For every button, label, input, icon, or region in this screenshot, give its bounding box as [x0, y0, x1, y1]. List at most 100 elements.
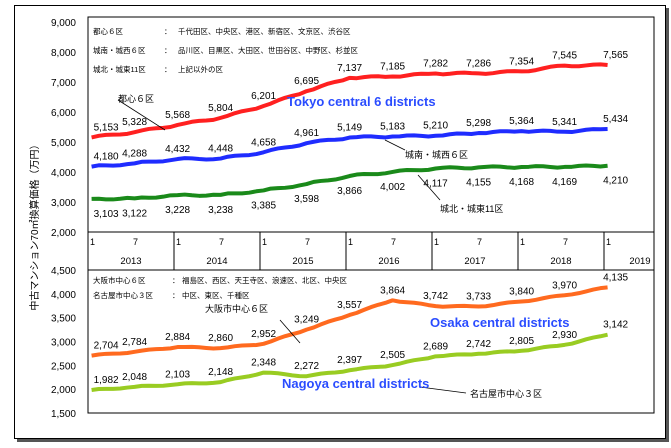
y-tick-label: 3,000: [51, 338, 76, 349]
annotation-osaka: Osaka central districts: [430, 315, 569, 330]
data-label: 2,805: [509, 336, 534, 347]
series-line-1: [91, 332, 609, 393]
data-label: 5,328: [122, 117, 147, 128]
data-label: 4,135: [603, 272, 628, 283]
y-tick-label: 2,000: [51, 385, 76, 396]
legend-note-sep: ：: [164, 65, 172, 74]
data-label: 2,505: [380, 350, 405, 361]
series-line-2: [91, 163, 608, 202]
x-month-label: 1: [176, 237, 181, 247]
annotation-tokyo: Tokyo central 6 districts: [287, 94, 436, 109]
data-label: 4,961: [294, 128, 319, 139]
series-line-1: [91, 126, 608, 169]
legend-note-name: 大阪市中心６区: [93, 275, 146, 285]
y-tick-label: 6,000: [51, 108, 76, 119]
x-year-label: 2015: [292, 256, 313, 267]
data-label: 5,149: [337, 123, 362, 134]
data-label: 5,434: [603, 114, 628, 125]
data-label: 4,658: [251, 137, 276, 148]
data-label: 4,448: [208, 144, 233, 155]
data-label: 4,169: [552, 177, 577, 188]
data-label: 4,155: [466, 177, 491, 188]
y-tick-label: 4,000: [51, 168, 76, 179]
data-label: 4,117: [423, 178, 448, 189]
data-label: 5,568: [165, 110, 190, 121]
series-name-label: 名古屋市中心３区: [470, 388, 542, 399]
data-label: 3,249: [294, 315, 319, 326]
legend-note-wards: 上記以外の区: [178, 64, 223, 74]
x-month-label: 1: [262, 237, 267, 247]
legend-note-sep: ：: [172, 291, 180, 300]
data-label: 7,282: [423, 59, 448, 70]
y-tick-label: 3,000: [51, 198, 76, 209]
legend-note-wards: 中区、東区、千種区: [182, 290, 250, 300]
data-label: 7,185: [380, 61, 405, 72]
series-name-label: 城北・城東11区: [440, 203, 503, 214]
data-label: 7,286: [466, 58, 491, 69]
data-label: 5,804: [208, 103, 233, 114]
y-tick-label: 7,000: [51, 78, 76, 89]
data-label: 3,866: [337, 186, 362, 197]
data-label: 2,103: [165, 369, 190, 380]
data-label: 2,952: [251, 329, 276, 340]
legend-note-name: 都心６区: [93, 27, 123, 36]
x-month-label: 7: [133, 237, 138, 247]
data-label: 3,970: [552, 280, 577, 291]
data-label: 3,733: [466, 292, 491, 303]
data-label: 2,689: [423, 341, 448, 352]
data-label: 1,982: [94, 375, 119, 386]
series-line-0: [91, 62, 608, 140]
x-year-label: 2019: [629, 256, 650, 267]
data-label: 6,201: [251, 91, 276, 102]
series-name-label: 都心６区: [118, 94, 154, 104]
data-label: 5,298: [466, 118, 491, 129]
x-month-label: 1: [520, 237, 525, 247]
data-label: 4,168: [509, 177, 534, 188]
y-tick-label: 4,500: [51, 266, 76, 277]
x-month-label: 1: [434, 237, 439, 247]
legend-note-sep: ：: [164, 27, 172, 36]
x-year-label: 2016: [378, 256, 399, 267]
data-label: 3,228: [165, 205, 190, 216]
callout-line: [117, 99, 166, 131]
legend-note-wards: 品川区、目黒区、大田区、世田谷区、中野区、杉並区: [178, 45, 358, 55]
x-year-label: 2018: [550, 256, 571, 267]
data-label: 3,238: [208, 205, 233, 216]
x-month-label: 7: [219, 237, 224, 247]
data-label: 5,341: [552, 117, 577, 128]
series-line-0: [91, 285, 608, 358]
x-month-label: 7: [477, 237, 482, 247]
data-label: 4,002: [380, 182, 405, 193]
series-name-label: 大阪市中心６区: [205, 303, 268, 314]
data-label: 7,354: [509, 56, 534, 67]
legend-note-sep: ：: [172, 276, 180, 285]
data-label: 2,784: [122, 337, 147, 348]
x-month-label: 1: [348, 237, 353, 247]
data-label: 3,598: [294, 194, 319, 205]
y-tick-label: 1,500: [51, 409, 76, 420]
y-tick-label: 4,000: [51, 290, 76, 301]
callout-line: [417, 174, 441, 201]
y-tick-label: 8,000: [51, 48, 76, 59]
x-axis-band: [87, 231, 655, 271]
x-month-label: 7: [391, 237, 396, 247]
data-label: 4,288: [122, 148, 147, 159]
data-label: 7,565: [603, 50, 628, 61]
data-label: 4,432: [165, 144, 190, 155]
data-label: 5,364: [509, 116, 534, 127]
data-label: 2,742: [466, 339, 491, 350]
legend-note-wards: 千代田区、中央区、港区、新宿区、文京区、渋谷区: [178, 26, 351, 36]
data-label: 5,210: [423, 121, 448, 132]
data-label: 2,884: [165, 332, 190, 343]
data-label: 2,272: [294, 361, 319, 372]
chart-frame: [14, 5, 666, 439]
data-label: 5,183: [380, 122, 405, 133]
data-label: 3,840: [509, 286, 534, 297]
data-label: 5,153: [94, 122, 119, 133]
x-year-label: 2017: [464, 256, 485, 267]
data-label: 4,210: [603, 176, 628, 187]
legend-note-name: 城南・城西６区: [93, 45, 146, 55]
y-tick-label: 2,000: [51, 228, 76, 239]
data-label: 2,048: [122, 372, 147, 383]
